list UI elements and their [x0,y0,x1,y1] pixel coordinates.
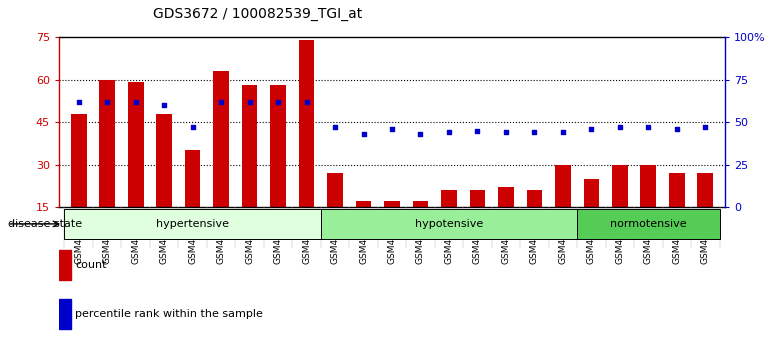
Point [414,131,426,137]
Text: GSM493491: GSM493491 [188,209,197,264]
FancyBboxPatch shape [577,209,720,239]
Bar [441,190,457,207]
Point [187,124,199,130]
Text: GSM493503: GSM493503 [530,209,539,264]
Bar [241,85,257,207]
Text: GSM493500: GSM493500 [445,209,453,264]
Text: GSM493492: GSM493492 [216,209,226,264]
FancyBboxPatch shape [321,209,577,239]
Text: count: count [75,260,107,270]
Text: GSM493507: GSM493507 [644,209,653,264]
Text: GSM493504: GSM493504 [558,209,568,264]
Text: GSM493496: GSM493496 [331,209,339,264]
Point [328,124,341,130]
Bar [270,85,286,207]
Bar [641,165,656,207]
Point [386,126,398,132]
Point [528,130,541,135]
Point [499,130,512,135]
Bar [698,173,713,207]
Text: GSM493508: GSM493508 [673,209,681,264]
Bar [156,114,172,207]
Point [699,124,712,130]
Bar [612,165,628,207]
Text: percentile rank within the sample: percentile rank within the sample [75,309,263,319]
Bar [384,201,400,207]
Bar [327,173,343,207]
Bar [470,190,485,207]
Point [72,99,85,104]
Bar [555,165,571,207]
Text: GSM493494: GSM493494 [274,209,282,264]
Text: GSM493490: GSM493490 [160,209,169,264]
Point [358,131,370,137]
Bar [185,150,201,207]
Bar [669,173,684,207]
Point [614,124,626,130]
Text: GSM493497: GSM493497 [359,209,368,264]
Bar [356,201,372,207]
Text: GDS3672 / 100082539_TGI_at: GDS3672 / 100082539_TGI_at [153,7,362,21]
Point [642,124,655,130]
Text: GSM493498: GSM493498 [387,209,397,264]
Bar [128,82,143,207]
Text: GSM493495: GSM493495 [302,209,311,264]
Text: GSM493501: GSM493501 [473,209,482,264]
Point [129,99,142,104]
Point [272,99,285,104]
Text: GSM493488: GSM493488 [103,209,111,264]
Text: hypotensive: hypotensive [415,219,483,229]
Text: hypertensive: hypertensive [156,219,229,229]
Bar [299,40,314,207]
Bar [527,190,543,207]
Text: GSM493487: GSM493487 [74,209,83,264]
Bar [100,80,115,207]
Bar [59,250,71,280]
Text: GSM493506: GSM493506 [615,209,624,264]
Point [158,102,170,108]
Text: GSM493505: GSM493505 [587,209,596,264]
Point [443,130,456,135]
Text: GSM493502: GSM493502 [502,209,510,264]
Point [101,99,114,104]
Point [471,128,484,133]
Bar [59,299,71,329]
Point [670,126,683,132]
Text: GSM493489: GSM493489 [131,209,140,264]
FancyBboxPatch shape [64,209,321,239]
Text: GSM493499: GSM493499 [416,209,425,264]
Bar [213,71,229,207]
Point [215,99,227,104]
Bar [583,179,599,207]
Bar [412,201,428,207]
Bar [71,114,86,207]
Point [300,99,313,104]
Text: normotensive: normotensive [610,219,687,229]
Bar [498,187,514,207]
Text: GSM493509: GSM493509 [701,209,710,264]
Point [557,130,569,135]
Text: GSM493493: GSM493493 [245,209,254,264]
Text: disease state: disease state [8,219,82,229]
Point [585,126,597,132]
Point [243,99,256,104]
